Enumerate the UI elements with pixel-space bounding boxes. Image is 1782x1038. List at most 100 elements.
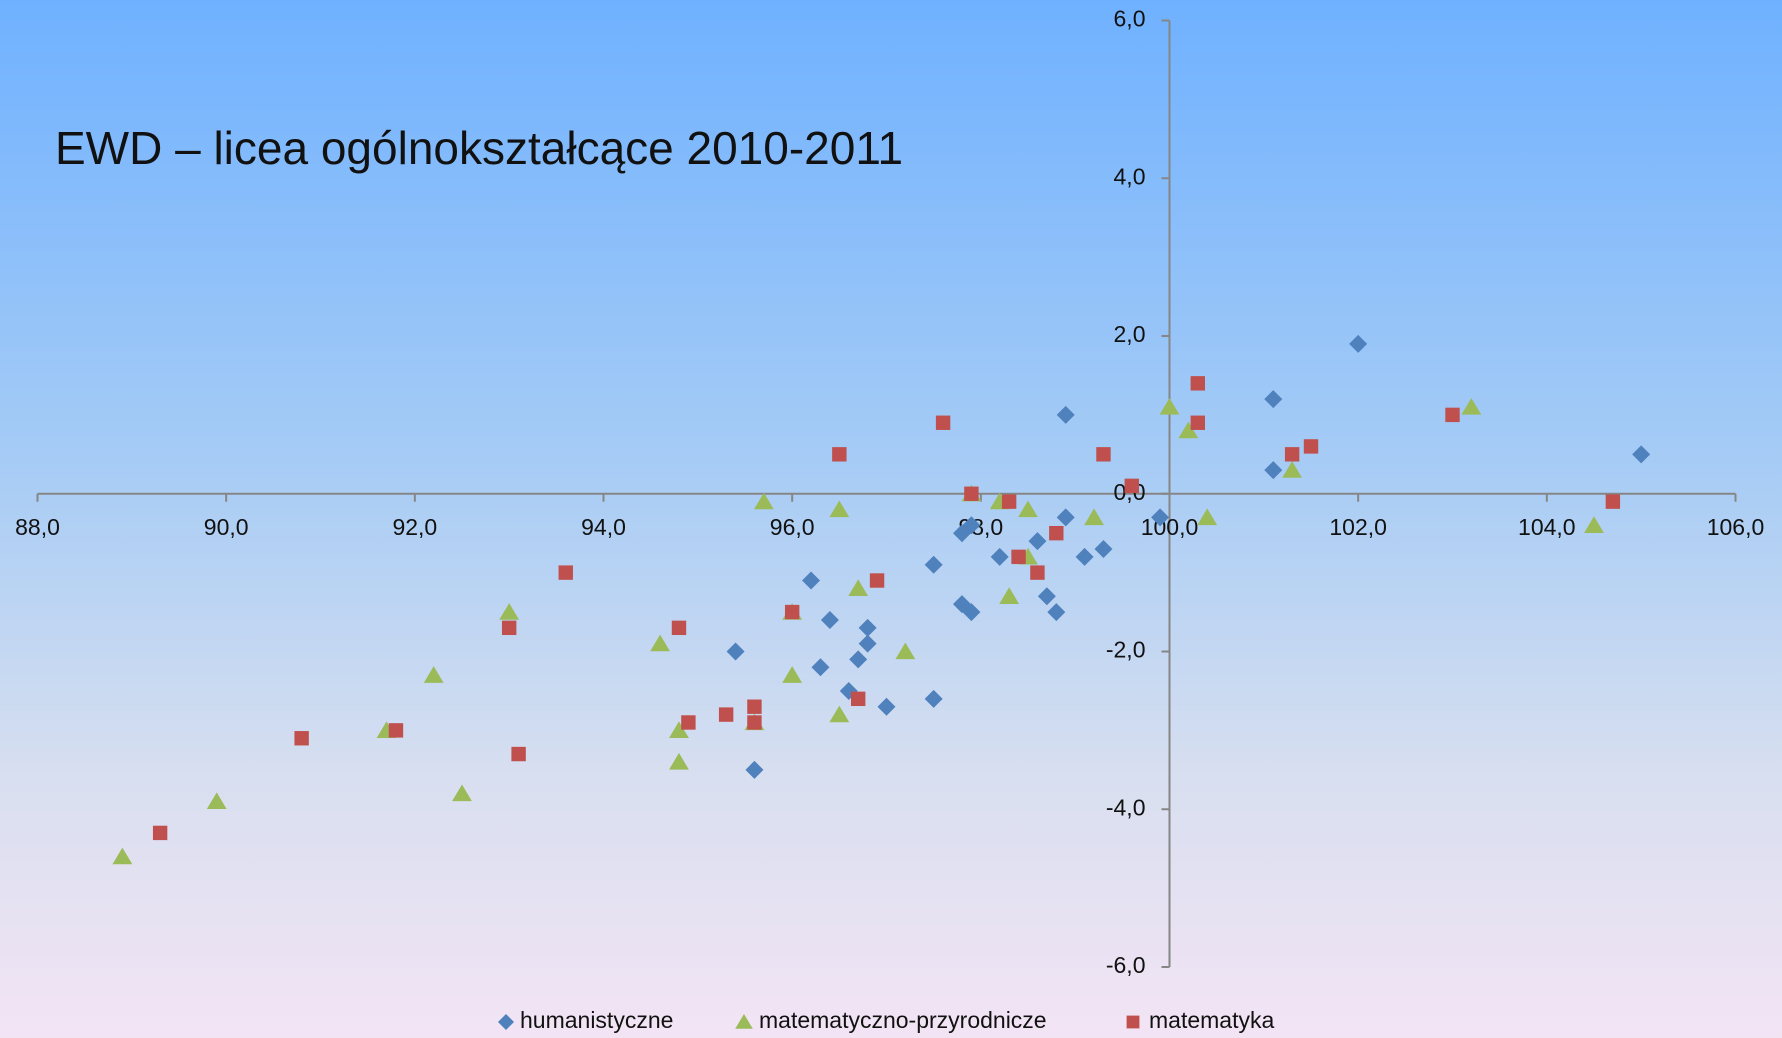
- diamond-marker: [1349, 334, 1368, 353]
- diamond-marker: [1075, 547, 1094, 566]
- triangle-marker: [1584, 516, 1604, 533]
- diamond-marker: [820, 610, 839, 629]
- diamond-marker: [802, 571, 821, 590]
- square-marker: [511, 746, 526, 762]
- diamond-marker: [990, 547, 1009, 566]
- square-marker: [784, 604, 800, 620]
- triangle-marker: [829, 500, 850, 518]
- square-marker: [1030, 565, 1045, 580]
- y-tick-label: 4,0: [1114, 163, 1146, 189]
- diamond-marker: [498, 1014, 514, 1030]
- y-tick-label: 6,0: [1114, 6, 1146, 32]
- triangle-marker: [753, 492, 774, 510]
- square-marker: [1303, 439, 1319, 454]
- diamond-marker: [849, 650, 868, 669]
- diamond-marker: [1094, 539, 1113, 558]
- triangle-marker: [112, 847, 133, 865]
- square-marker: [294, 731, 309, 746]
- diamond-marker: [1151, 508, 1170, 527]
- x-tick-label: 106,0: [1707, 514, 1765, 540]
- diamond-marker: [858, 618, 877, 637]
- square-marker: [747, 699, 762, 714]
- diamond-marker: [858, 634, 877, 653]
- triangle-marker: [452, 784, 472, 802]
- square-marker: [1096, 447, 1111, 462]
- triangle-marker: [1197, 508, 1218, 526]
- triangle-marker: [848, 579, 869, 597]
- diamond-marker: [962, 516, 981, 535]
- square-marker: [964, 486, 979, 501]
- square-marker: [718, 707, 734, 722]
- triangle-marker: [1018, 500, 1038, 518]
- square-marker: [558, 565, 573, 580]
- square-marker: [1284, 447, 1300, 462]
- square-marker: [1190, 415, 1205, 430]
- diamond-marker: [1264, 461, 1283, 480]
- triangle-marker: [829, 705, 850, 723]
- square-marker: [1445, 407, 1460, 423]
- y-tick-label: -2,0: [1106, 637, 1146, 663]
- triangle-marker: [669, 752, 689, 770]
- square-marker: [1049, 525, 1064, 541]
- x-tick-label: 104,0: [1518, 514, 1576, 540]
- square-marker: [1126, 1015, 1140, 1029]
- x-tick-label: 92,0: [392, 514, 437, 540]
- triangle-marker: [1084, 508, 1104, 526]
- y-tick-label: -6,0: [1106, 952, 1146, 978]
- square-marker: [1124, 478, 1139, 494]
- diamond-marker: [811, 658, 830, 677]
- diamond-marker: [924, 689, 943, 708]
- triangle-marker: [895, 642, 916, 660]
- legend-label: matematyka: [1149, 1007, 1274, 1033]
- triangle-marker: [999, 587, 1020, 604]
- diamond-marker: [1056, 508, 1075, 527]
- square-marker: [1605, 494, 1621, 509]
- triangle-marker: [206, 792, 227, 810]
- diamond-marker: [726, 642, 745, 661]
- triangle-marker: [669, 721, 689, 739]
- diamond-marker: [1264, 390, 1283, 409]
- x-tick-label: 90,0: [204, 514, 249, 540]
- triangle-marker: [423, 666, 444, 683]
- diamond-marker: [1632, 445, 1651, 464]
- y-tick-label: -4,0: [1106, 794, 1146, 820]
- square-marker: [152, 825, 168, 841]
- square-marker: [1011, 549, 1026, 565]
- square-marker: [832, 447, 847, 462]
- triangle-marker: [1461, 397, 1482, 415]
- square-marker: [388, 723, 404, 738]
- diamond-marker: [877, 697, 896, 716]
- triangle-marker: [1159, 397, 1180, 415]
- square-marker: [1001, 494, 1017, 509]
- square-marker: [935, 415, 951, 430]
- triangle-marker: [499, 603, 520, 620]
- diamond-marker: [1028, 532, 1047, 551]
- triangle-marker: [735, 1014, 753, 1029]
- diamond-marker: [962, 603, 981, 622]
- legend-label: matematyczno-przyrodnicze: [759, 1007, 1047, 1033]
- square-marker: [747, 715, 762, 730]
- chart-title: EWD – licea ogólnokształcące 2010-2011: [55, 122, 903, 174]
- square-marker: [1190, 376, 1205, 391]
- square-marker: [869, 573, 885, 588]
- diamond-marker: [1056, 405, 1075, 424]
- diamond-marker: [1037, 587, 1056, 606]
- y-tick-label: 2,0: [1114, 321, 1146, 347]
- diamond-marker: [1047, 603, 1066, 622]
- x-tick-label: 100,0: [1141, 514, 1199, 540]
- triangle-marker: [1282, 461, 1303, 478]
- triangle-marker: [1178, 421, 1199, 439]
- triangle-marker: [650, 634, 670, 652]
- x-tick-label: 96,0: [770, 514, 815, 540]
- square-marker: [501, 620, 517, 636]
- triangle-marker: [782, 666, 803, 683]
- diamond-marker: [924, 555, 943, 574]
- x-tick-label: 102,0: [1329, 514, 1387, 540]
- square-marker: [671, 620, 687, 636]
- diamond-marker: [745, 760, 764, 779]
- legend-label: humanistyczne: [520, 1007, 673, 1033]
- x-tick-label: 94,0: [581, 514, 626, 540]
- x-tick-label: 88,0: [15, 514, 60, 540]
